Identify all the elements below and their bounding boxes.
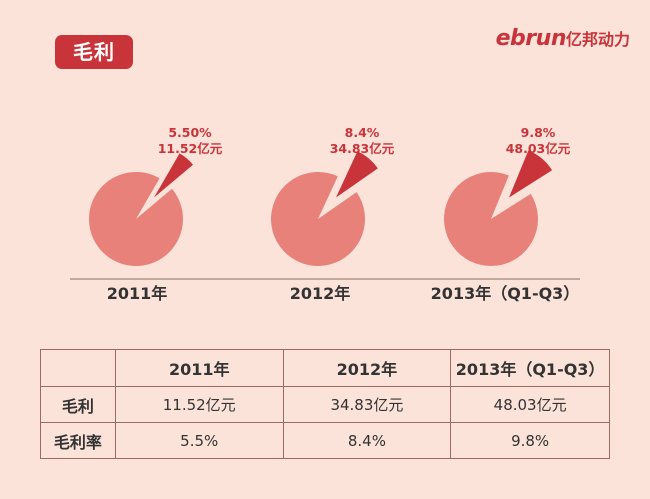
pie-chart-2011: 5.50% 11.52亿元 2011年 bbox=[88, 125, 223, 303]
brand-logo: ebrun亿邦动力 bbox=[496, 26, 630, 51]
table-row: 毛利率 5.5% 8.4% 9.8% bbox=[40, 422, 610, 459]
pie-value-label-2012: 34.83亿元 bbox=[330, 141, 395, 156]
pie-value-label-2013: 48.03亿元 bbox=[506, 141, 571, 156]
section-badge: 毛利 bbox=[55, 35, 133, 69]
table-cell: 5.5% bbox=[114, 422, 284, 459]
table-cell: 8.4% bbox=[282, 422, 452, 459]
pie-percent-label-2012: 8.4% bbox=[345, 125, 380, 140]
pie-main-slice-2013 bbox=[443, 171, 538, 266]
data-table: 2011年 2012年 2013年（Q1-Q3） 毛利 11.52亿元 34.8… bbox=[40, 349, 610, 459]
x-tick-label-2011: 2011年 bbox=[107, 284, 168, 303]
pie-highlight-slice-2011 bbox=[154, 153, 194, 198]
x-tick-label-2012: 2012年 bbox=[290, 284, 351, 303]
pie-main-slice-2012 bbox=[271, 172, 366, 267]
table-header-cell bbox=[40, 349, 116, 387]
table-header-cell: 2011年 bbox=[114, 349, 284, 387]
table-cell: 11.52亿元 bbox=[114, 386, 284, 423]
pie-highlight-slice-2012 bbox=[336, 151, 378, 198]
pie-highlight-slice-2013 bbox=[509, 150, 553, 198]
table-row-label: 毛利率 bbox=[40, 422, 116, 459]
x-tick-label-2013: 2013年（Q1-Q3） bbox=[431, 284, 580, 303]
table-cell: 9.8% bbox=[450, 422, 610, 459]
pie-percent-label-2011: 5.50% bbox=[168, 125, 212, 140]
pie-chart-2013: 9.8% 48.03亿元 2013年（Q1-Q3） bbox=[431, 125, 580, 303]
table-header-cell: 2013年（Q1-Q3） bbox=[450, 349, 610, 387]
pie-charts: 5.50% 11.52亿元 2011年 8.4% 34.83亿元 2012年 9… bbox=[70, 125, 580, 303]
pie-percent-label-2013: 9.8% bbox=[521, 125, 556, 140]
table-row: 毛利 11.52亿元 34.83亿元 48.03亿元 bbox=[40, 386, 610, 423]
brand-logo-cn: 亿邦动力 bbox=[565, 30, 630, 49]
pie-chart-2012: 8.4% 34.83亿元 2012年 bbox=[271, 125, 395, 303]
brand-logo-latin: ebrun bbox=[495, 26, 567, 51]
table-row-label: 毛利 bbox=[40, 386, 116, 423]
table-header-row: 2011年 2012年 2013年（Q1-Q3） bbox=[40, 349, 610, 387]
pie-main-slice-2011 bbox=[88, 172, 183, 267]
table-cell: 34.83亿元 bbox=[282, 386, 452, 423]
table-header-cell: 2012年 bbox=[282, 349, 452, 387]
pie-value-label-2011: 11.52亿元 bbox=[158, 141, 223, 156]
table-cell: 48.03亿元 bbox=[450, 386, 610, 423]
